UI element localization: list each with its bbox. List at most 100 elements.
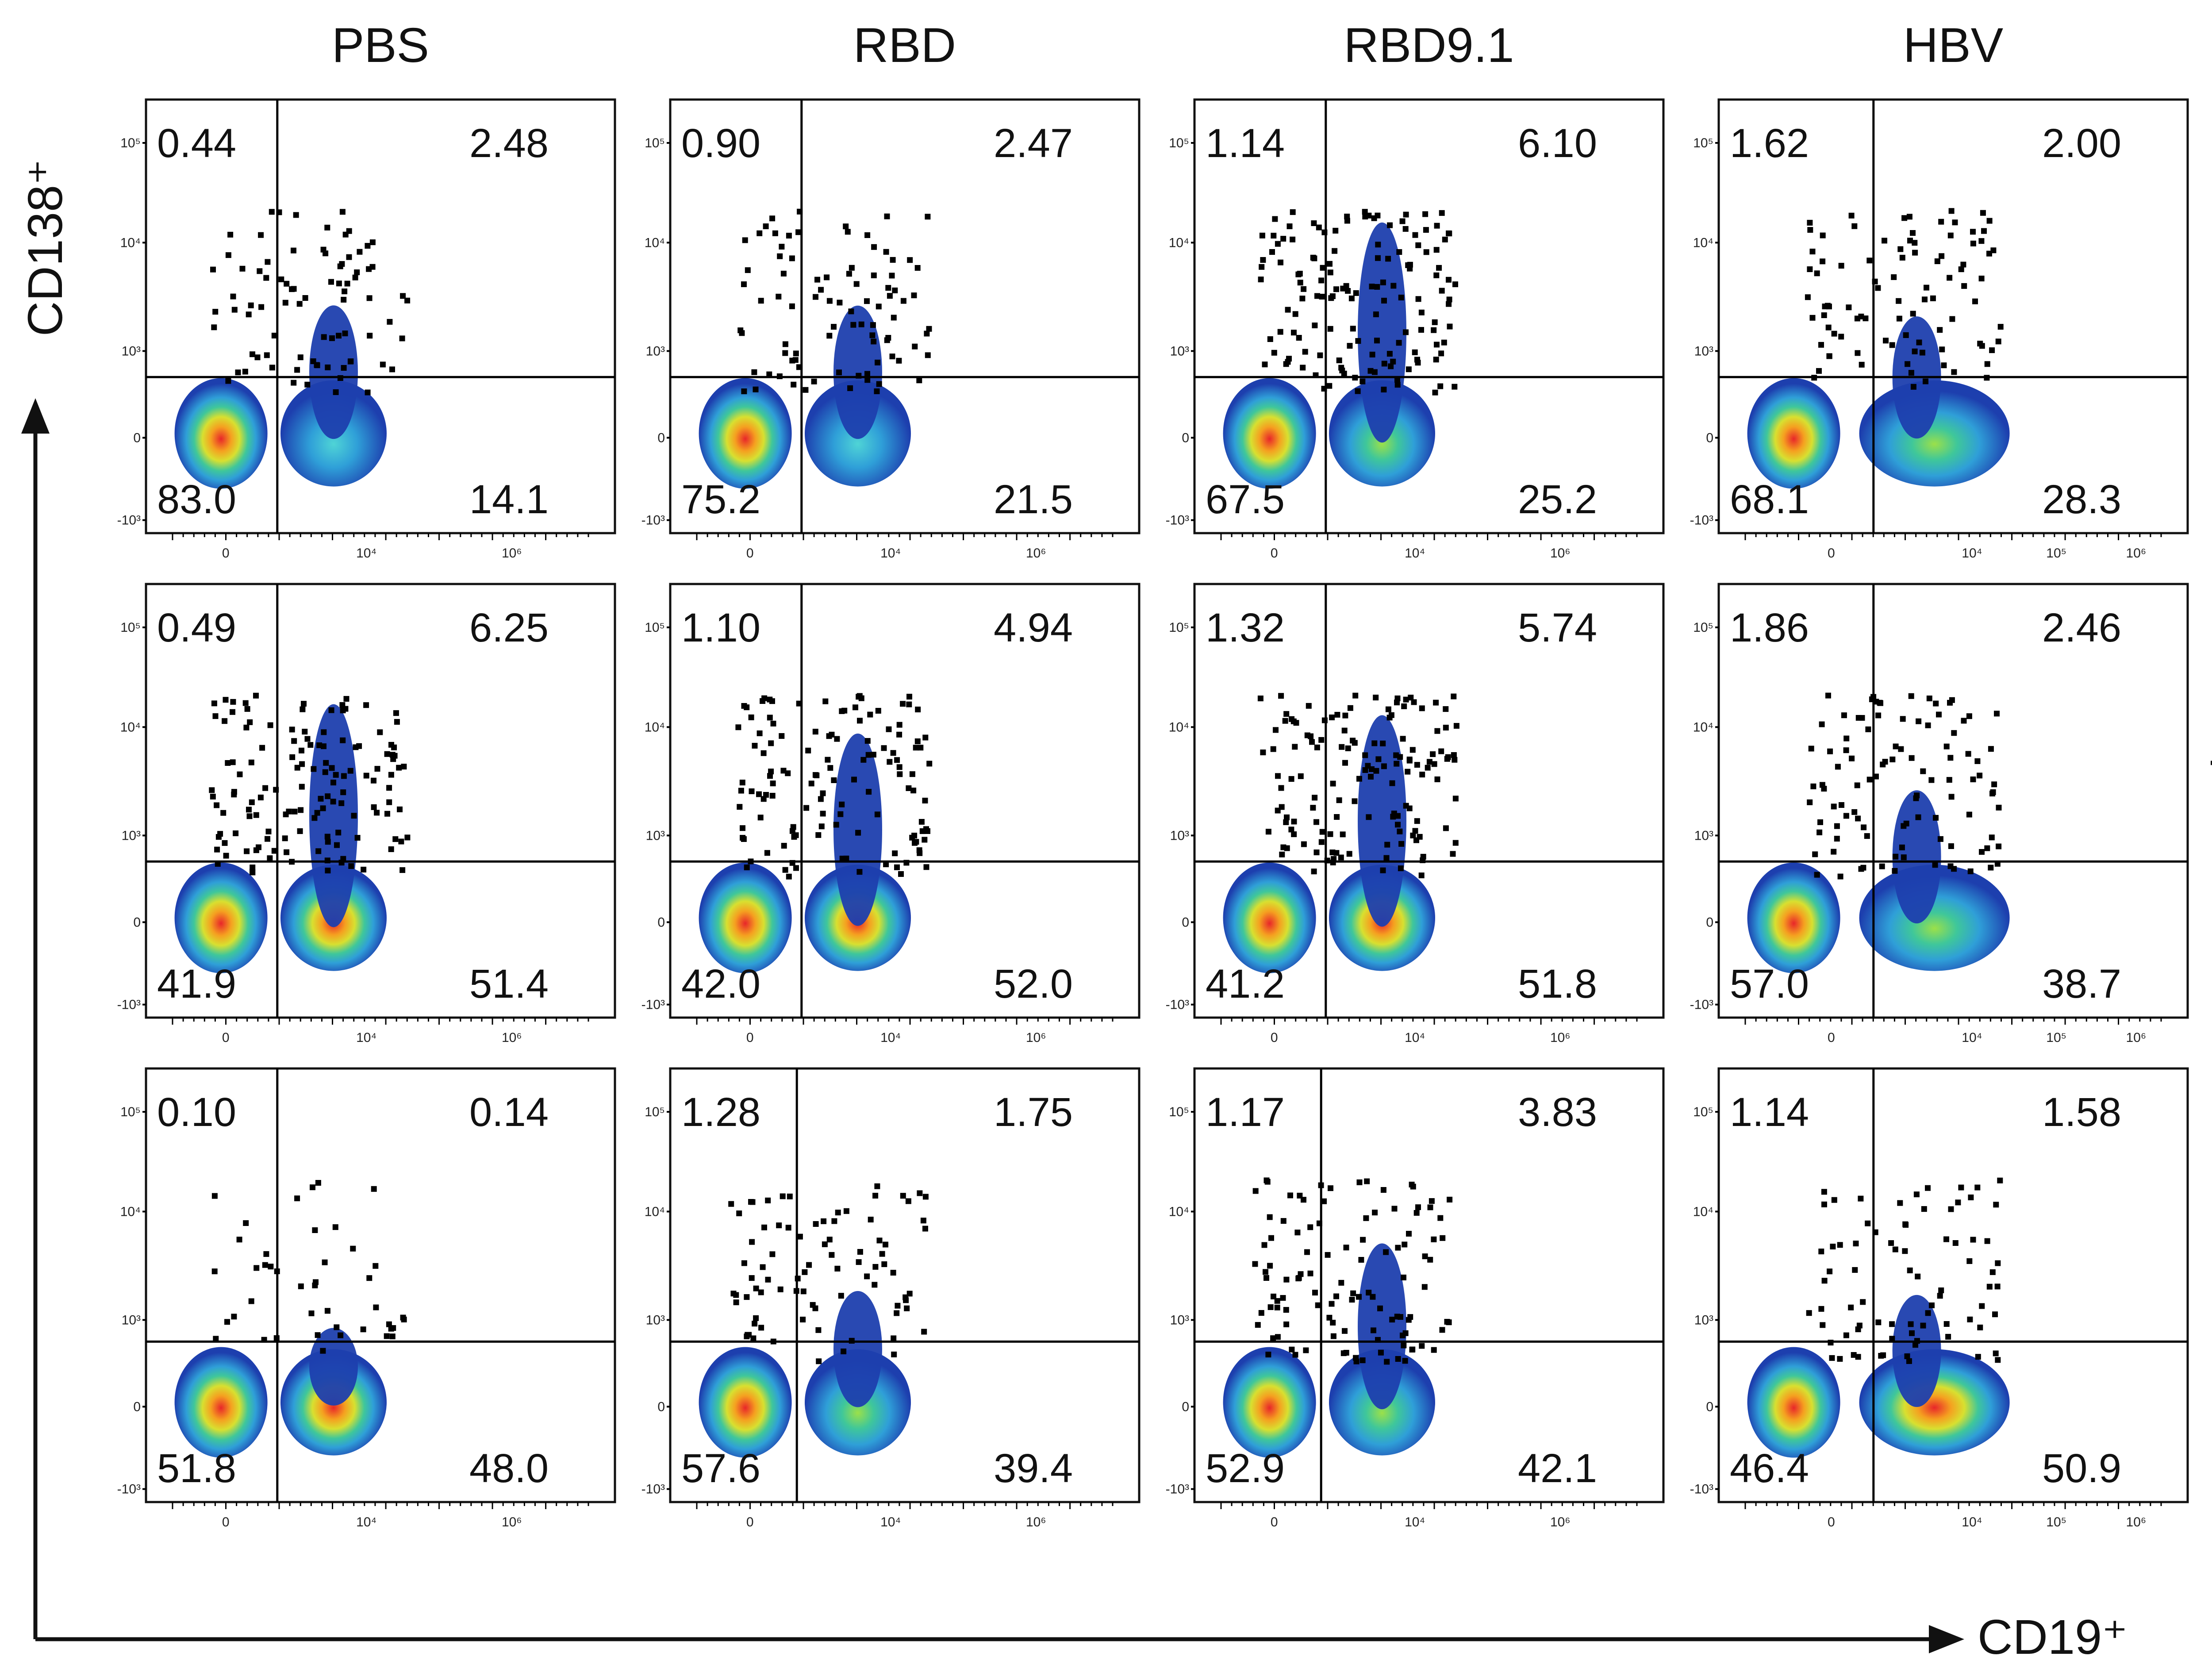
x-tick-label: 0 <box>746 1515 754 1529</box>
event-dot <box>373 1263 379 1269</box>
event-dot <box>257 268 263 274</box>
panel-blood-pbs: 0.44 2.48 83.0 14.1 10⁵ 10⁴ 10³ 0 -10³ 0 10⁴ 10⁶ <box>117 98 616 561</box>
y-tick-label: -10³ <box>1166 998 1189 1012</box>
event-dot <box>1291 831 1297 838</box>
event-dot <box>839 708 845 714</box>
event-dot <box>867 711 873 718</box>
event-dot <box>1385 706 1391 712</box>
event-dot <box>869 332 876 338</box>
event-dot <box>328 279 334 285</box>
event-dot <box>839 856 845 862</box>
event-dot <box>892 850 898 857</box>
event-dot <box>793 350 799 357</box>
event-dot <box>291 380 297 386</box>
event-dot <box>1820 258 1826 265</box>
event-dot <box>1452 384 1458 390</box>
event-dot <box>1821 312 1827 318</box>
density-population-cd19-neg <box>1223 378 1316 489</box>
event-dot <box>1936 711 1942 718</box>
event-dot <box>289 286 295 292</box>
event-dot <box>1891 274 1897 280</box>
event-dot <box>1353 1355 1359 1361</box>
y-tick-label: -10³ <box>1166 513 1189 528</box>
event-dot <box>211 324 217 330</box>
event-dot <box>243 724 250 730</box>
event-dot <box>320 805 326 811</box>
event-dot <box>341 365 347 371</box>
event-dot <box>865 752 872 758</box>
event-dot <box>1451 752 1457 758</box>
event-dots <box>1806 1177 2003 1364</box>
event-dot <box>1880 1352 1886 1358</box>
density-tail <box>1358 1243 1406 1410</box>
y-tick-label: 10⁵ <box>645 136 665 150</box>
panel-spleen-pbs: 0.49 6.25 41.9 51.4 10⁵ 10⁴ 10³ 0 -10³ 0 10⁴ 10⁶ <box>117 583 616 1045</box>
density-population-cd19-neg <box>1223 1347 1316 1458</box>
event-dot <box>1966 713 1972 719</box>
event-dot <box>264 352 270 358</box>
event-dot <box>311 815 318 821</box>
event-dot <box>742 237 748 243</box>
x-tick-label: 10⁶ <box>2126 1515 2147 1529</box>
y-tick-label: 0 <box>133 430 141 445</box>
density-tail <box>833 733 882 926</box>
event-dot <box>858 321 864 327</box>
event-dot <box>1978 238 1985 244</box>
event-dot <box>744 1294 750 1300</box>
event-dot <box>1977 772 1983 779</box>
event-dot <box>1437 1215 1444 1221</box>
event-dot <box>825 757 831 763</box>
event-dot <box>920 1218 926 1224</box>
density-population-cd19-neg <box>174 862 268 973</box>
event-dot <box>300 706 306 712</box>
event-dot <box>805 747 811 753</box>
event-dot <box>1851 223 1858 229</box>
x-tick-label: 0 <box>222 546 230 561</box>
y-tick-label: 10⁴ <box>1169 235 1189 250</box>
event-dot <box>1897 246 1904 252</box>
row-title-marrow: Marrow <box>2210 1204 2212 1367</box>
event-dot <box>1865 1220 1871 1226</box>
event-dot <box>1818 1306 1824 1312</box>
event-dot <box>789 357 795 364</box>
panel-spleen-hbv: 1.86 2.46 57.0 38.7 10⁵ 10⁴ 10³ 0 -10³ 0 10⁴ 10⁵ 10⁶ <box>1690 583 2189 1045</box>
event-dot <box>325 364 331 370</box>
x-tick-label: 10⁶ <box>502 1515 522 1529</box>
event-dot <box>1438 350 1444 357</box>
event-dot <box>284 849 290 855</box>
event-dot <box>1394 1314 1400 1320</box>
event-dot <box>1838 334 1844 340</box>
event-dot <box>332 1224 338 1230</box>
event-dot <box>1893 853 1899 860</box>
event-dot <box>1995 1260 2001 1266</box>
panel-spleen-rbd: 1.10 4.94 42.0 52.0 10⁵ 10⁴ 10³ 0 -10³ 0 10⁴ 10⁶ <box>641 583 1141 1045</box>
event-dot <box>258 232 264 238</box>
event-dot <box>211 700 217 707</box>
event-dot <box>400 293 406 299</box>
event-dot <box>1355 338 1361 344</box>
y-tick-label: 0 <box>133 915 141 930</box>
event-dot <box>1278 693 1284 699</box>
event-dot <box>1908 1321 1914 1327</box>
event-dot <box>299 761 305 767</box>
quadrant-value-lr: 50.9 <box>2042 1446 2121 1491</box>
event-dot <box>1326 1314 1333 1321</box>
y-tick-label: 0 <box>1182 430 1189 445</box>
event-dot <box>1401 1342 1407 1349</box>
event-dot <box>831 324 837 330</box>
event-dot <box>765 1197 771 1203</box>
event-dot <box>1261 1242 1267 1248</box>
event-dot <box>1403 696 1409 703</box>
event-dot <box>1970 776 1976 783</box>
event-dot <box>871 244 877 250</box>
event-dot <box>1311 220 1317 226</box>
event-dot <box>820 811 826 817</box>
event-dot <box>1415 1204 1421 1210</box>
event-dot <box>1965 751 1971 757</box>
event-dot <box>325 839 331 845</box>
event-dot <box>1387 222 1393 228</box>
event-dot <box>1852 1267 1858 1273</box>
event-dot <box>1397 754 1403 760</box>
event-dot <box>1961 283 1967 289</box>
event-dot <box>1327 261 1333 267</box>
